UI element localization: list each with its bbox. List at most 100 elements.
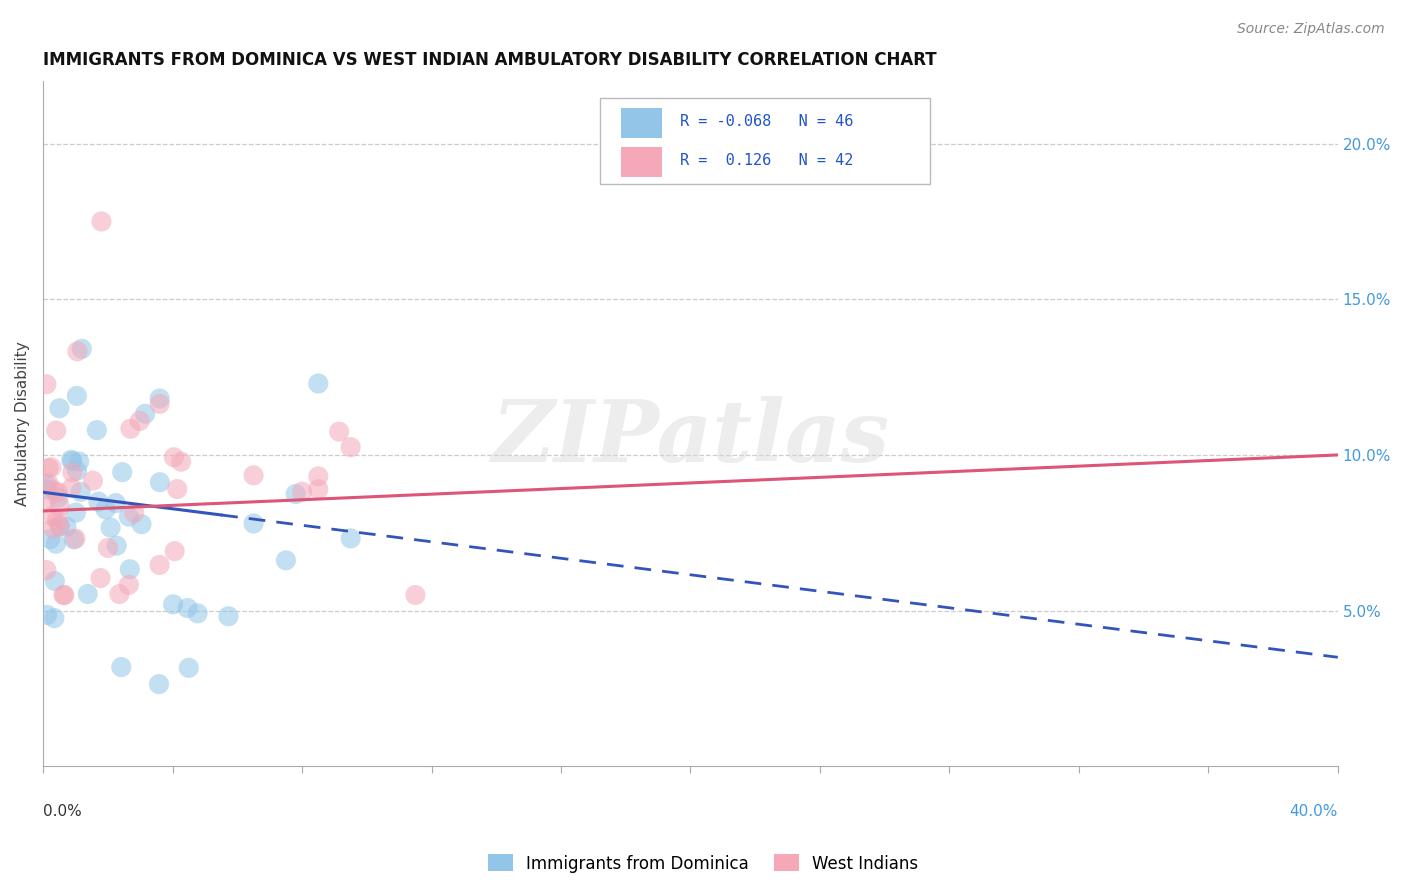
Point bbox=[48, 500, 70, 514]
Point bbox=[55, 519, 77, 533]
Text: 0.0%: 0.0% bbox=[44, 804, 82, 819]
Point bbox=[66, 464, 89, 478]
Point bbox=[60, 466, 83, 480]
Point bbox=[65, 506, 87, 520]
Point bbox=[44, 611, 66, 625]
Point bbox=[131, 517, 153, 532]
Point bbox=[44, 574, 66, 588]
Point bbox=[52, 588, 75, 602]
Point bbox=[307, 376, 329, 391]
Legend: Immigrants from Dominica, West Indians: Immigrants from Dominica, West Indians bbox=[481, 847, 925, 880]
Point bbox=[176, 601, 198, 615]
Text: ZIPatlas: ZIPatlas bbox=[492, 396, 890, 479]
Point bbox=[42, 483, 65, 498]
Point bbox=[38, 461, 60, 475]
Point bbox=[162, 598, 184, 612]
Point bbox=[134, 407, 156, 421]
Point bbox=[35, 492, 58, 507]
Point bbox=[86, 423, 108, 437]
Text: R = -0.068   N = 46: R = -0.068 N = 46 bbox=[681, 114, 853, 129]
Point bbox=[66, 344, 89, 359]
Point bbox=[118, 562, 141, 576]
Point bbox=[108, 587, 131, 601]
Point bbox=[76, 587, 98, 601]
Point bbox=[67, 455, 90, 469]
Point bbox=[48, 518, 70, 533]
Point bbox=[94, 502, 117, 516]
Point bbox=[104, 496, 127, 510]
Point bbox=[111, 465, 134, 479]
Point bbox=[149, 475, 172, 490]
Point bbox=[45, 537, 67, 551]
Text: IMMIGRANTS FROM DOMINICA VS WEST INDIAN AMBULATORY DISABILITY CORRELATION CHART: IMMIGRANTS FROM DOMINICA VS WEST INDIAN … bbox=[44, 51, 936, 69]
Point bbox=[118, 578, 141, 592]
Point bbox=[65, 532, 87, 546]
Point bbox=[48, 491, 70, 505]
Point bbox=[89, 571, 111, 585]
Point bbox=[39, 532, 62, 546]
Point bbox=[60, 452, 83, 467]
Point bbox=[70, 342, 93, 356]
Text: Source: ZipAtlas.com: Source: ZipAtlas.com bbox=[1237, 22, 1385, 37]
Point bbox=[274, 553, 297, 567]
Point bbox=[170, 455, 193, 469]
Y-axis label: Ambulatory Disability: Ambulatory Disability bbox=[15, 342, 30, 506]
Point bbox=[339, 532, 361, 546]
Point bbox=[37, 476, 59, 491]
Point bbox=[187, 607, 209, 621]
Point bbox=[41, 460, 63, 475]
Point bbox=[118, 509, 141, 524]
Point bbox=[166, 482, 188, 496]
Point bbox=[149, 397, 172, 411]
Point bbox=[53, 588, 76, 602]
Text: 40.0%: 40.0% bbox=[1289, 804, 1337, 819]
Point bbox=[41, 509, 63, 524]
Point bbox=[35, 377, 58, 392]
Point bbox=[45, 424, 67, 438]
Point bbox=[284, 487, 307, 501]
Point bbox=[242, 516, 264, 531]
Point bbox=[404, 588, 426, 602]
Point bbox=[87, 494, 110, 508]
Point bbox=[42, 521, 65, 535]
Point bbox=[149, 558, 172, 572]
Point bbox=[163, 544, 186, 558]
Point bbox=[105, 539, 128, 553]
Point bbox=[110, 660, 132, 674]
Point bbox=[48, 519, 70, 533]
Point bbox=[100, 520, 122, 534]
Point bbox=[35, 607, 58, 622]
Point bbox=[90, 214, 112, 228]
Point bbox=[66, 389, 89, 403]
Point bbox=[149, 392, 172, 406]
Point bbox=[307, 469, 329, 483]
FancyBboxPatch shape bbox=[600, 98, 929, 184]
Point bbox=[48, 401, 70, 416]
Point bbox=[217, 609, 239, 624]
Text: R =  0.126   N = 42: R = 0.126 N = 42 bbox=[681, 153, 853, 169]
Point bbox=[97, 541, 120, 555]
Point bbox=[291, 484, 314, 499]
Point bbox=[46, 485, 69, 500]
Point bbox=[128, 414, 150, 428]
Point bbox=[148, 677, 170, 691]
FancyBboxPatch shape bbox=[620, 147, 662, 178]
Point bbox=[242, 468, 264, 483]
Point bbox=[120, 422, 142, 436]
Point bbox=[122, 506, 145, 520]
Point bbox=[35, 477, 58, 491]
Point bbox=[46, 512, 69, 526]
Point bbox=[82, 474, 104, 488]
Point bbox=[163, 450, 186, 465]
Point bbox=[62, 533, 84, 547]
FancyBboxPatch shape bbox=[620, 108, 662, 138]
Point bbox=[177, 661, 200, 675]
Point bbox=[60, 481, 83, 495]
Point bbox=[307, 482, 329, 496]
Point bbox=[35, 483, 58, 497]
Point bbox=[328, 425, 350, 439]
Point bbox=[35, 563, 58, 577]
Point bbox=[69, 484, 91, 499]
Point bbox=[60, 454, 83, 468]
Point bbox=[339, 440, 361, 454]
